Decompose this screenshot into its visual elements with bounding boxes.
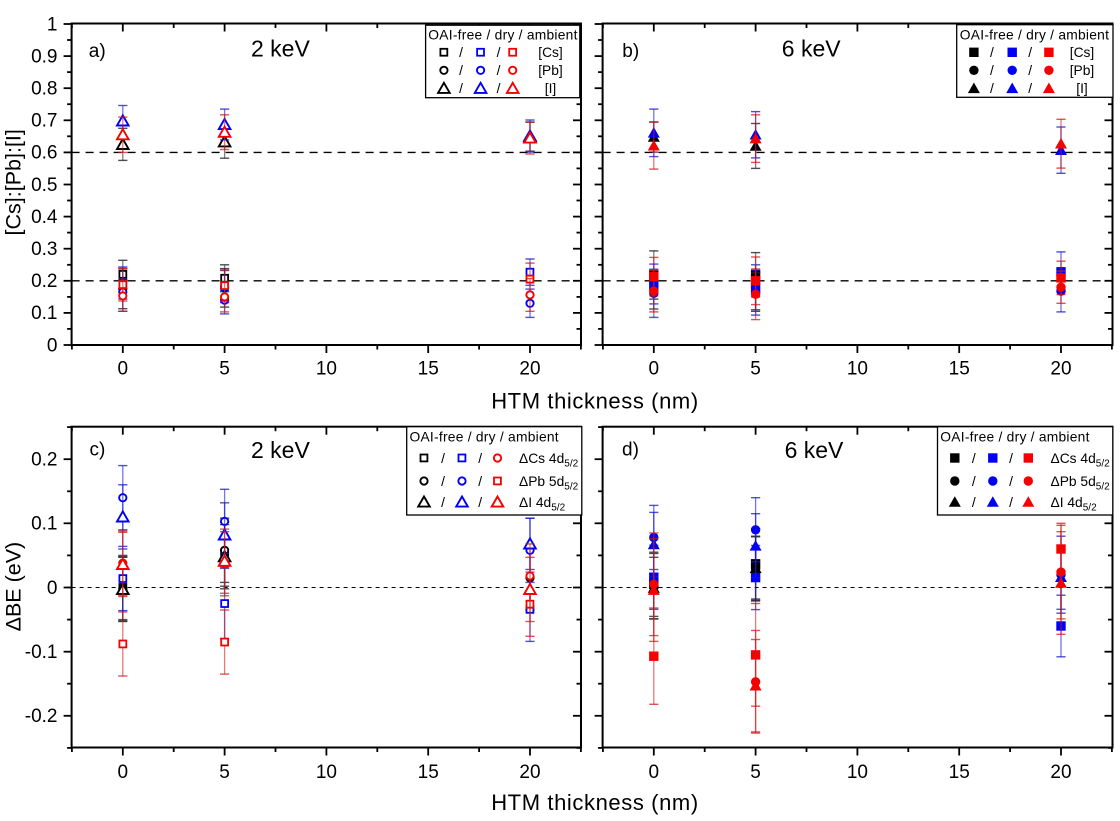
svg-text:10: 10 — [316, 359, 337, 380]
svg-text:0.3: 0.3 — [31, 239, 57, 260]
svg-text:0.9: 0.9 — [31, 46, 57, 67]
svg-text:[Cs]: [Cs] — [1070, 45, 1095, 60]
svg-text:15: 15 — [418, 762, 439, 783]
svg-text:HTM thickness (nm): HTM thickness (nm) — [491, 790, 699, 815]
svg-text:/: / — [441, 451, 445, 466]
svg-text:0.1: 0.1 — [31, 514, 57, 535]
svg-text:/: / — [1028, 63, 1032, 78]
svg-text:/: / — [990, 63, 994, 78]
svg-text:0.6: 0.6 — [31, 143, 57, 164]
svg-text:ΔCs 4d5/2: ΔCs 4d5/2 — [1051, 451, 1111, 470]
svg-text:2 keV: 2 keV — [251, 35, 310, 61]
svg-text:[Pb]: [Pb] — [1070, 63, 1095, 78]
svg-text:[I]: [I] — [1076, 81, 1088, 96]
svg-text:10: 10 — [847, 762, 868, 783]
svg-text:0.2: 0.2 — [31, 450, 57, 471]
svg-text:0: 0 — [118, 762, 129, 783]
svg-text:[Cs]:[Pb]:[I]: [Cs]:[Pb]:[I] — [2, 129, 26, 235]
svg-text:0: 0 — [649, 762, 660, 783]
svg-text:/: / — [497, 45, 501, 60]
svg-text:/: / — [441, 495, 445, 510]
svg-text:HTM thickness (nm): HTM thickness (nm) — [491, 389, 699, 414]
svg-text:10: 10 — [316, 762, 337, 783]
svg-text:5: 5 — [219, 359, 230, 380]
svg-text:-0.1: -0.1 — [25, 642, 58, 663]
svg-text:/: / — [972, 451, 976, 466]
svg-text:b): b) — [622, 41, 639, 62]
svg-text:5: 5 — [219, 762, 230, 783]
svg-text:/: / — [990, 81, 994, 96]
svg-text:0.1: 0.1 — [31, 303, 57, 324]
svg-text:ΔBE (eV): ΔBE (eV) — [2, 542, 26, 632]
svg-text:0.8: 0.8 — [31, 79, 57, 100]
svg-text:15: 15 — [418, 359, 439, 380]
svg-text:-0.2: -0.2 — [25, 706, 58, 727]
svg-text:0: 0 — [649, 359, 660, 380]
svg-text:0.5: 0.5 — [31, 175, 57, 196]
svg-text:/: / — [497, 81, 501, 96]
svg-text:/: / — [1009, 495, 1013, 510]
svg-text:5: 5 — [750, 359, 761, 380]
svg-text:15: 15 — [949, 762, 970, 783]
svg-text:/: / — [459, 81, 463, 96]
svg-text:0: 0 — [118, 359, 129, 380]
svg-text:2 keV: 2 keV — [251, 437, 310, 463]
svg-text:a): a) — [89, 41, 106, 62]
svg-text:/: / — [459, 63, 463, 78]
svg-text:OAI-free / dry / ambient: OAI-free / dry / ambient — [940, 430, 1089, 445]
svg-text:5: 5 — [750, 762, 761, 783]
svg-text:[Cs]: [Cs] — [538, 45, 563, 60]
svg-text:0: 0 — [47, 335, 58, 356]
svg-text:ΔPb 5d5/2: ΔPb 5d5/2 — [1051, 474, 1111, 493]
svg-text:/: / — [441, 474, 445, 489]
svg-text:OAI-free / dry / ambient: OAI-free / dry / ambient — [410, 430, 559, 445]
svg-text:ΔCs 4d5/2: ΔCs 4d5/2 — [519, 451, 579, 470]
svg-text:10: 10 — [847, 359, 868, 380]
svg-text:/: / — [972, 495, 976, 510]
svg-text:OAI-free / dry / ambient: OAI-free / dry / ambient — [960, 28, 1109, 43]
svg-text:/: / — [1028, 45, 1032, 60]
svg-text:OAI-free / dry / ambient: OAI-free / dry / ambient — [428, 28, 577, 43]
svg-text:0.2: 0.2 — [31, 271, 57, 292]
svg-text:/: / — [1009, 474, 1013, 489]
svg-text:/: / — [1028, 81, 1032, 96]
svg-text:/: / — [972, 474, 976, 489]
svg-text:20: 20 — [519, 359, 540, 380]
svg-text:[Pb]: [Pb] — [538, 63, 563, 78]
svg-text:/: / — [478, 451, 482, 466]
svg-text:/: / — [478, 474, 482, 489]
svg-text:/: / — [497, 63, 501, 78]
svg-text:/: / — [459, 45, 463, 60]
svg-text:/: / — [478, 495, 482, 510]
svg-text:c): c) — [90, 440, 106, 461]
svg-text:/: / — [1009, 451, 1013, 466]
svg-text:[I]: [I] — [545, 81, 557, 96]
svg-text:ΔPb 5d5/2: ΔPb 5d5/2 — [519, 474, 579, 493]
svg-text:0.4: 0.4 — [31, 207, 58, 228]
svg-text:d): d) — [622, 440, 639, 461]
svg-text:6 keV: 6 keV — [782, 35, 841, 61]
svg-text:20: 20 — [1050, 359, 1071, 380]
svg-text:15: 15 — [949, 359, 970, 380]
svg-text:20: 20 — [519, 762, 540, 783]
svg-text:6 keV: 6 keV — [785, 437, 844, 463]
svg-text:1: 1 — [47, 14, 58, 35]
svg-text:0.7: 0.7 — [31, 111, 57, 132]
svg-text:/: / — [990, 45, 994, 60]
svg-text:0: 0 — [47, 578, 58, 599]
svg-text:20: 20 — [1050, 762, 1071, 783]
